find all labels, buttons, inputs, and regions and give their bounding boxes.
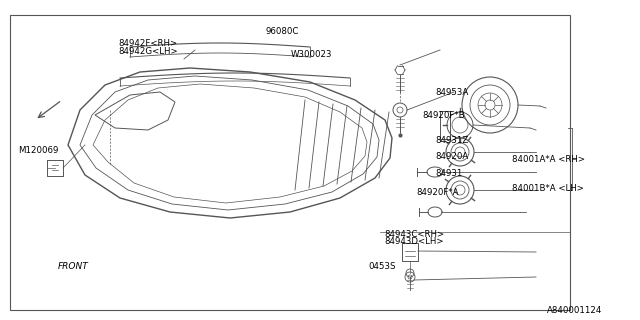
Text: 84920F*A: 84920F*A xyxy=(416,188,458,197)
Text: 84001A*A <RH>: 84001A*A <RH> xyxy=(512,156,585,164)
Text: 84942G<LH>: 84942G<LH> xyxy=(118,47,178,56)
Text: M120069: M120069 xyxy=(18,146,58,155)
Text: 0453S: 0453S xyxy=(368,262,396,271)
Text: 84931: 84931 xyxy=(435,169,463,178)
Text: 84931Z: 84931Z xyxy=(435,136,468,145)
Text: 84920F*B: 84920F*B xyxy=(422,111,465,120)
Text: 96080C: 96080C xyxy=(266,28,299,36)
Bar xyxy=(10,15,570,310)
Text: 84001B*A <LH>: 84001B*A <LH> xyxy=(512,184,584,193)
Text: A840001124: A840001124 xyxy=(547,306,603,315)
Text: 84953A: 84953A xyxy=(435,88,468,97)
Text: 84920A: 84920A xyxy=(435,152,468,161)
Text: FRONT: FRONT xyxy=(58,262,88,271)
Text: 84943C<RH>: 84943C<RH> xyxy=(384,230,444,239)
Text: 84942F<RH>: 84942F<RH> xyxy=(118,39,177,48)
Text: 84943D<LH>: 84943D<LH> xyxy=(384,237,444,246)
Text: W300023: W300023 xyxy=(291,50,333,59)
